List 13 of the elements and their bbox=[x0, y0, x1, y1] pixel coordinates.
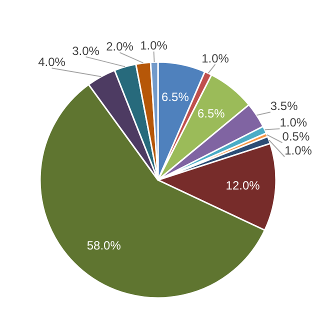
data-label: 1.0% bbox=[202, 51, 230, 66]
data-label: 58.0% bbox=[86, 238, 122, 252]
data-label: 1.0% bbox=[280, 116, 308, 130]
data-label: 4.0% bbox=[38, 55, 66, 70]
data-label: 1.0% bbox=[284, 144, 312, 158]
data-label: 6.5% bbox=[197, 106, 226, 121]
data-label: 2.0% bbox=[106, 40, 134, 54]
data-label: 0.5% bbox=[282, 130, 310, 144]
data-label: 3.0% bbox=[72, 44, 100, 58]
data-label: 3.5% bbox=[270, 99, 298, 114]
data-label: 6.5% bbox=[162, 90, 190, 104]
data-label: 1.0% bbox=[140, 38, 168, 53]
data-label: 12.0% bbox=[226, 178, 260, 192]
